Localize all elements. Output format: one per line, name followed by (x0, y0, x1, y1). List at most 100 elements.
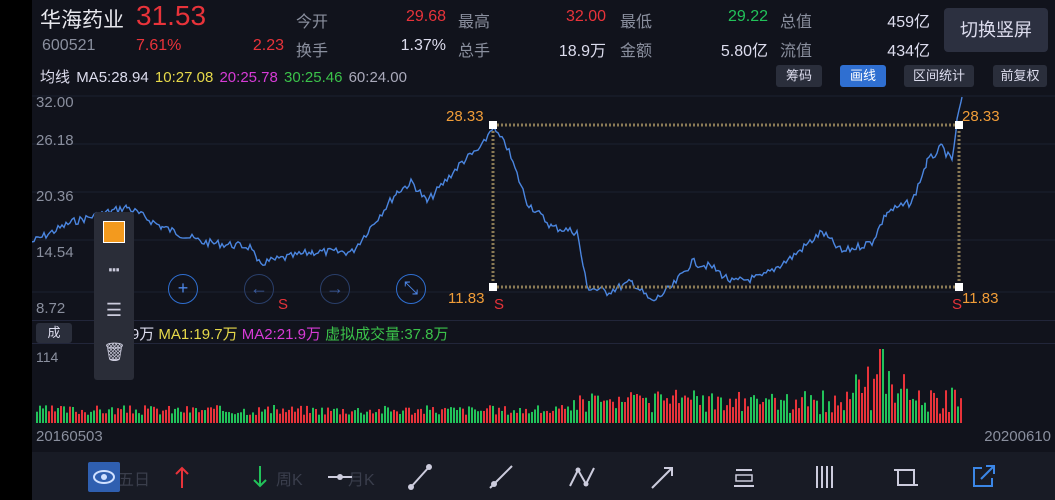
volume-bar (888, 371, 890, 423)
volume-bar (201, 410, 203, 423)
volume-bar (792, 409, 794, 423)
volume-bar (624, 402, 626, 423)
volume-bar (648, 402, 650, 423)
volume-bar (606, 400, 608, 423)
volume-bar (198, 412, 200, 423)
multi-segment-icon[interactable] (566, 462, 598, 492)
volume-bar (957, 406, 959, 423)
volume-bar (390, 411, 392, 423)
price-label-icon[interactable] (728, 462, 760, 492)
volume-ma1: MA1:19.7万 (158, 326, 238, 343)
price-chart[interactable]: 32.00 26.18 20.36 14.54 8.72 28.33 28.33… (32, 92, 1055, 320)
volume-bar (507, 414, 509, 423)
volume-bar (153, 406, 155, 423)
line-width-icon[interactable]: ☰ (105, 300, 123, 320)
arrow-down-icon[interactable] (244, 462, 276, 492)
volume-bar (45, 405, 47, 423)
volume-bar (270, 413, 272, 423)
volume-bar (879, 349, 881, 423)
switch-portrait-button[interactable]: 切换竖屏 (944, 8, 1048, 52)
volume-ma2: MA2:21.9万 (241, 326, 321, 343)
ray-icon[interactable] (484, 462, 516, 492)
volume-bar (849, 399, 851, 423)
volume-bar (801, 397, 803, 423)
volume-bar (855, 374, 857, 423)
volume-bar (78, 413, 80, 423)
scroll-left-icon[interactable]: ← (244, 274, 274, 304)
range-stats-button[interactable]: 区间统计 (904, 65, 974, 87)
zoom-in-icon[interactable]: + (168, 274, 198, 304)
volume-bar (87, 414, 89, 423)
volume-bar (72, 406, 74, 423)
volume-bar (834, 395, 836, 423)
scroll-right-icon[interactable]: → (320, 274, 350, 304)
volume-bar (729, 398, 731, 423)
volume-bar (672, 395, 674, 423)
eye-icon[interactable] (88, 462, 120, 492)
y-tick-3: 20.36 (36, 188, 74, 205)
volume-bar (858, 379, 860, 423)
volume-bar (894, 402, 896, 423)
volume-bar (183, 412, 185, 423)
price-chart-canvas (32, 95, 1055, 302)
volume-bar (594, 395, 596, 423)
volume-bar (654, 393, 656, 423)
color-swatch[interactable] (103, 221, 125, 243)
range-low-right-label: 11.83 (962, 290, 999, 307)
volume-bar (396, 411, 398, 423)
volume-bar (123, 405, 125, 423)
crop-box-icon[interactable] (890, 462, 922, 492)
volume-bar (501, 410, 503, 423)
volume-bar (108, 409, 110, 423)
quote-label-high: 最高 (458, 14, 491, 31)
volume-bar (120, 409, 122, 423)
volume-bar (432, 407, 434, 423)
volume-bar (864, 386, 866, 423)
volume-bar (399, 413, 401, 423)
volume-bar (906, 388, 908, 423)
arrow-line-icon[interactable] (646, 462, 678, 492)
volume-bar (741, 411, 743, 423)
volume-bar (714, 409, 716, 423)
volume-bar (468, 406, 470, 423)
volume-bar (81, 409, 83, 423)
volume-bar (51, 405, 53, 423)
volume-bar (222, 410, 224, 423)
draw-line-button[interactable]: 画线 (840, 65, 886, 87)
arrow-up-icon[interactable] (166, 462, 198, 492)
volume-bar (459, 407, 461, 423)
change-percent: 7.61% (136, 37, 182, 54)
volume-bar (267, 406, 269, 423)
trash-icon[interactable]: 🗑 (103, 342, 126, 362)
period-week-label: 周K (276, 472, 303, 489)
volume-bar (618, 396, 620, 423)
volume-bar (48, 411, 50, 423)
volume-bar (273, 405, 275, 423)
volume-chart[interactable]: 114 (32, 345, 1055, 423)
volume-bar (660, 394, 662, 423)
ma10-value: 10:27.08 (154, 69, 214, 86)
quote-label-volume: 总手 (458, 43, 491, 60)
forward-adjust-button[interactable]: 前复权 (993, 65, 1047, 87)
share-icon[interactable] (968, 462, 1000, 492)
volume-bar (288, 409, 290, 423)
change-amount: 2.23 (252, 37, 284, 54)
segment-icon[interactable] (404, 462, 436, 492)
reset-zoom-icon[interactable]: ⤡ (396, 274, 426, 304)
volume-bar (930, 390, 932, 423)
drawing-palette: ┅ ☰ 🗑 (94, 212, 134, 380)
volume-bar (195, 408, 197, 423)
volume-bar (555, 406, 557, 423)
volume-bar (822, 390, 824, 423)
horizontal-line-icon[interactable] (324, 462, 356, 492)
volume-bar (657, 391, 659, 423)
vertical-lines-icon[interactable] (810, 462, 842, 492)
volume-bar (870, 410, 872, 423)
volume-bar (699, 404, 701, 423)
virtual-volume: 虚拟成交量:37.8万 (325, 326, 449, 343)
volume-bar (549, 412, 551, 423)
volume-bar (726, 405, 728, 423)
chip-distribution-button[interactable]: 筹码 (776, 65, 822, 87)
dashed-line-style-icon[interactable]: ┅ (108, 260, 120, 280)
volume-tab[interactable]: 成 (36, 323, 72, 343)
